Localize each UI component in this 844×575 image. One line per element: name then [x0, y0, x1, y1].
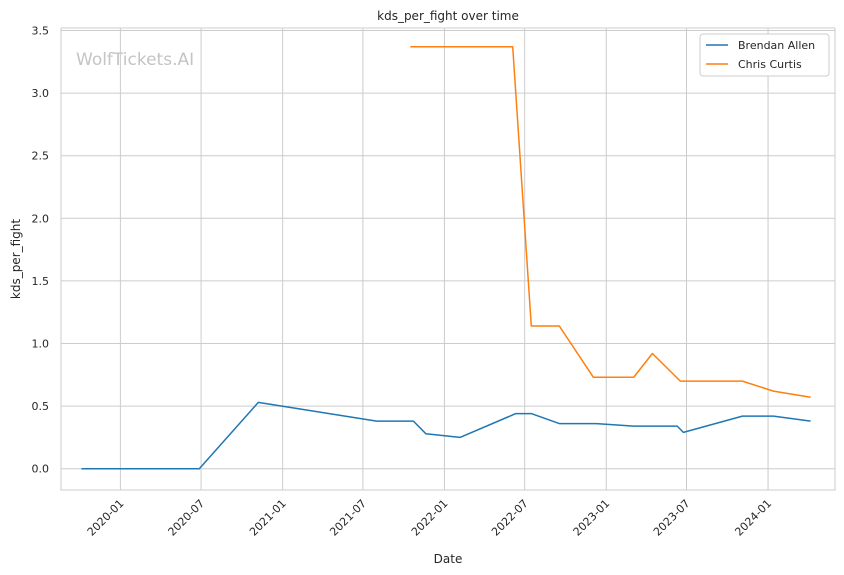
y-tick-label: 2.5	[32, 150, 50, 163]
legend: Brendan Allen Chris Curtis	[699, 33, 830, 77]
y-axis-label: kds_per_fight	[9, 219, 23, 300]
y-tick-label: 2.0	[32, 212, 50, 225]
y-tick-label: 0.0	[32, 463, 50, 476]
watermark: WolfTickets.AI	[76, 50, 194, 70]
grid	[61, 28, 835, 490]
y-tick-label: 0.5	[32, 400, 50, 413]
legend-label-brendan-allen: Brendan Allen	[738, 39, 815, 52]
y-tick-label: 1.5	[32, 275, 50, 288]
y-tick-label: 3.0	[32, 87, 50, 100]
legend-label-chris-curtis: Chris Curtis	[738, 58, 802, 71]
x-axis-label: Date	[434, 552, 463, 566]
series-layer	[81, 46, 811, 470]
y-tick-label: 3.5	[32, 25, 50, 38]
series-line-brendan-allen	[81, 401, 811, 470]
series-line-chris-curtis	[410, 46, 811, 399]
legend-box	[699, 33, 830, 77]
chart-title: kds_per_fight over time	[377, 9, 519, 23]
plot-frame	[60, 27, 836, 491]
y-tick-label: 1.0	[32, 338, 50, 351]
